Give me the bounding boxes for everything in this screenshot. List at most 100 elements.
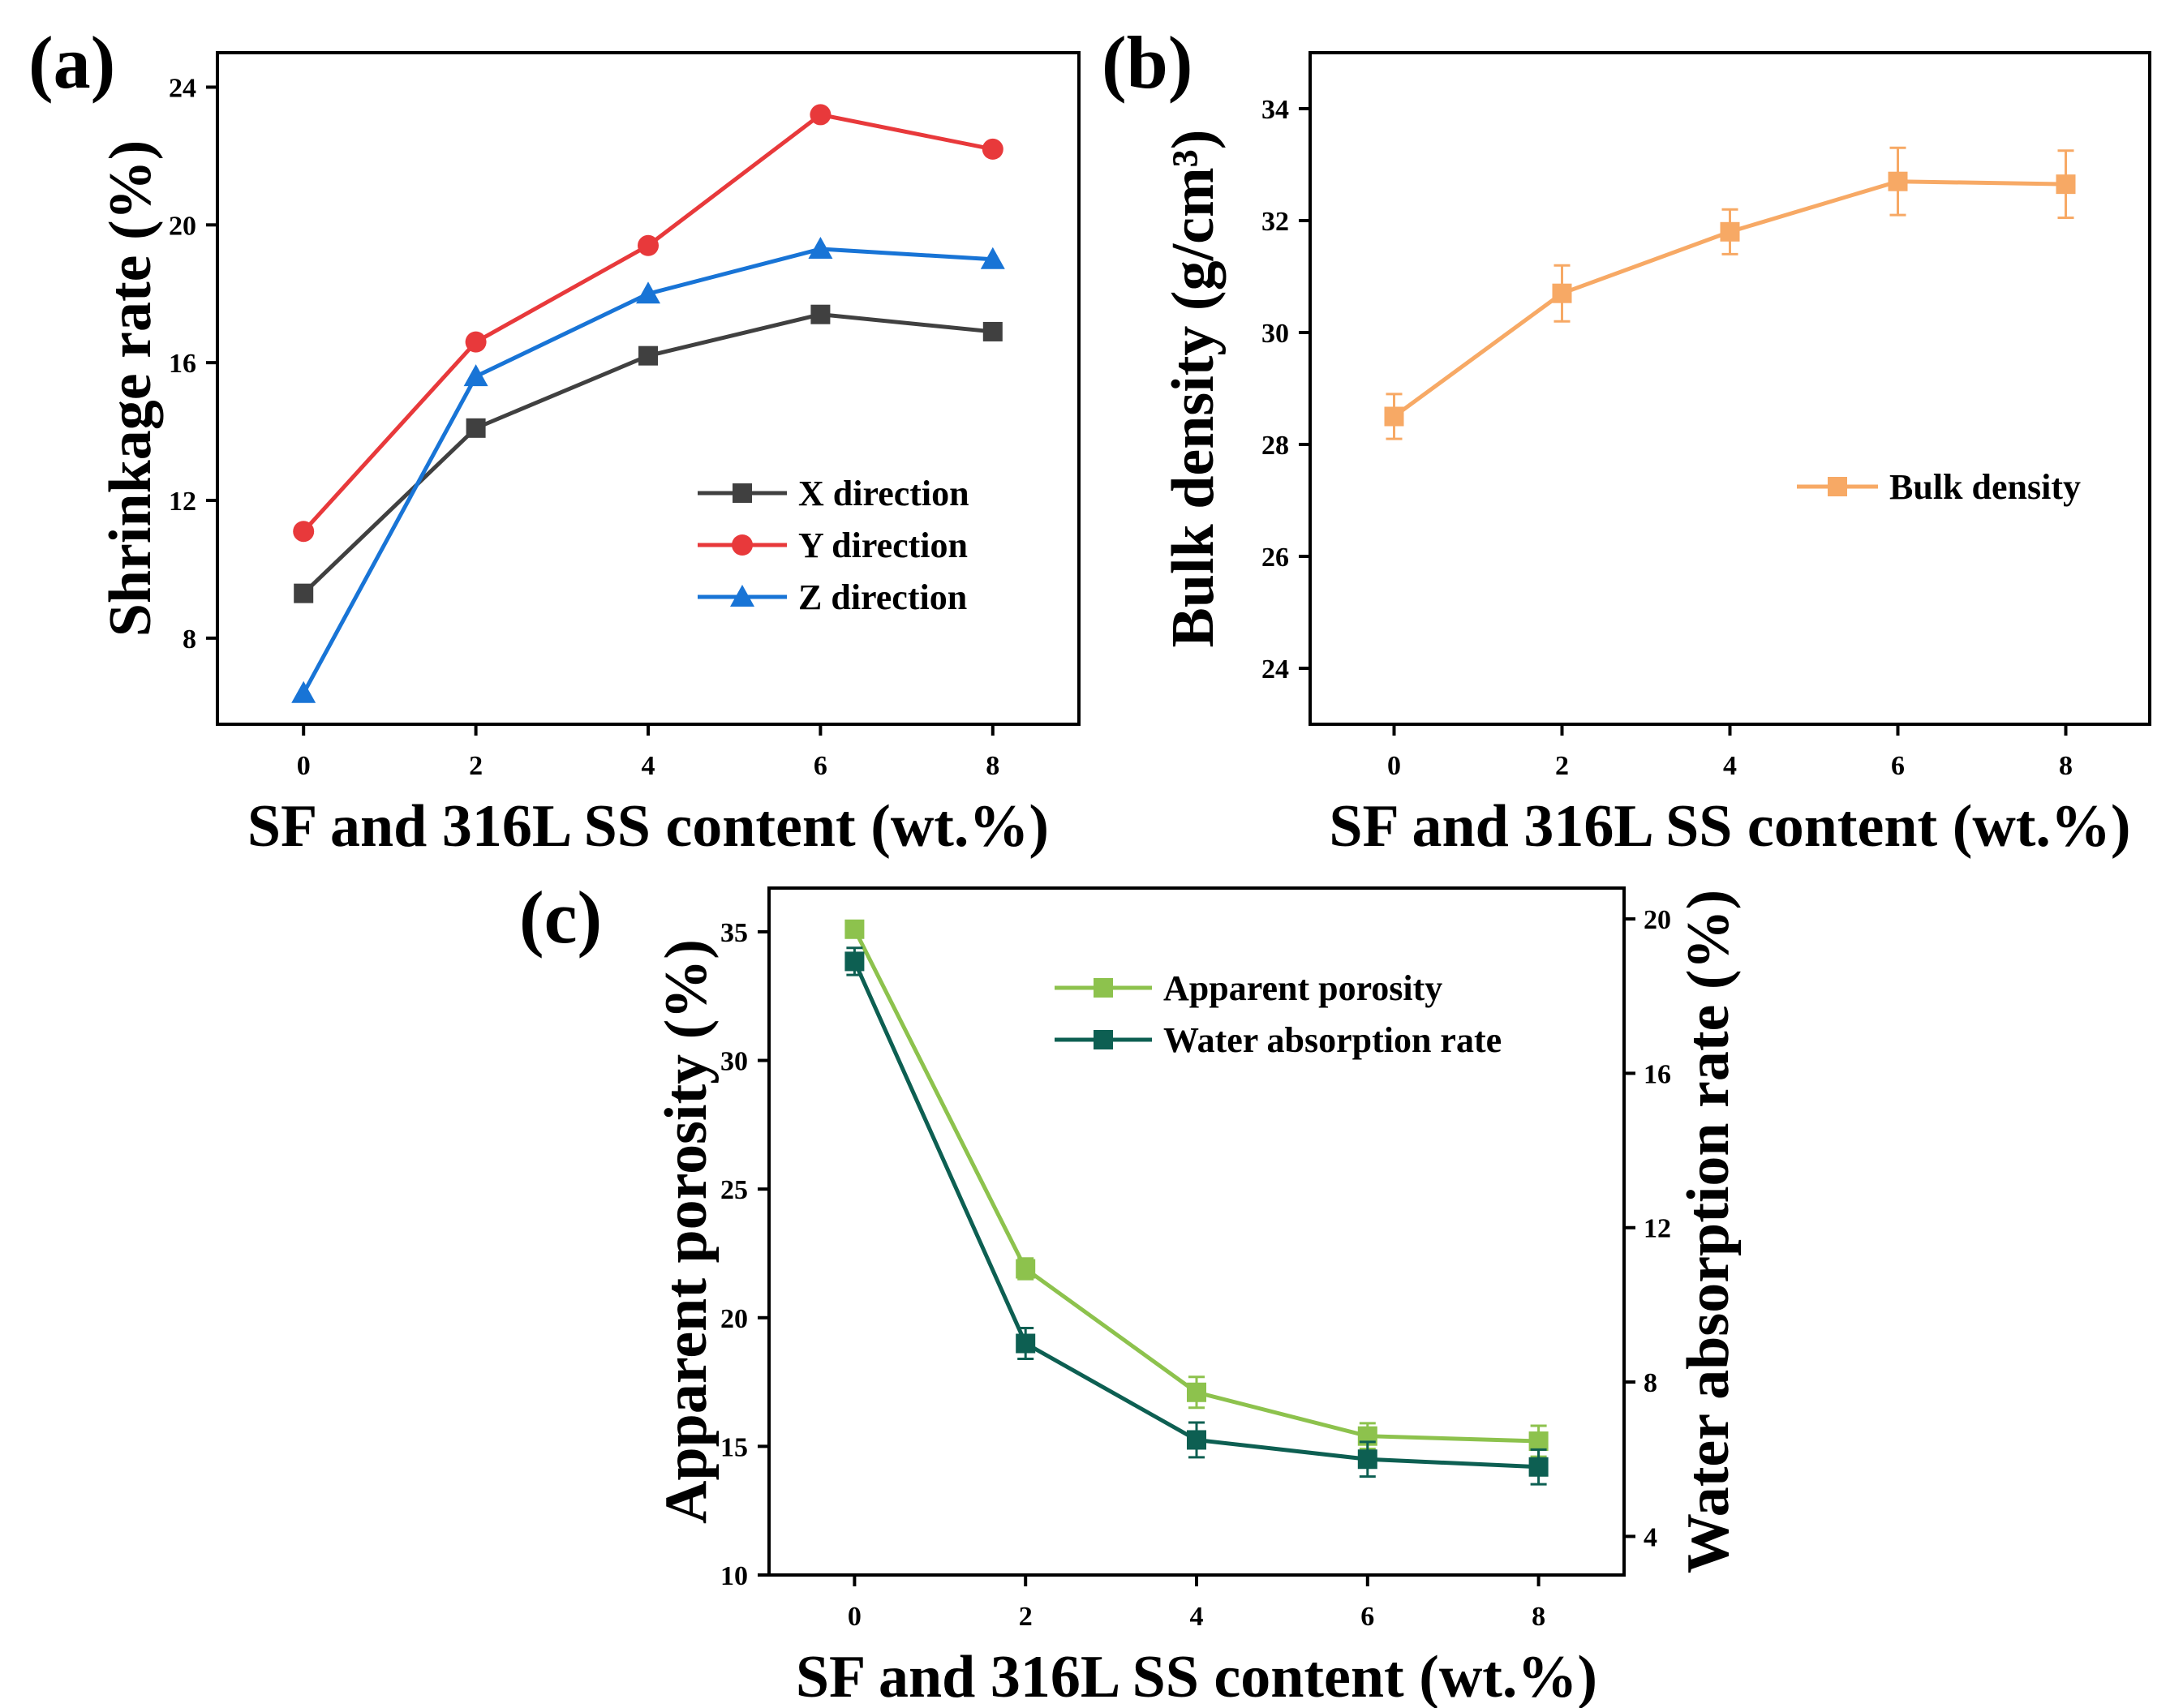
x-tick-label: 8 (986, 751, 999, 781)
legend-entry: Water absorption rate (1055, 1020, 1502, 1060)
x-tick-label: 4 (642, 751, 655, 781)
data-point (1552, 283, 1572, 303)
y-tick-label: 35 (720, 918, 748, 948)
y-tick-label: 30 (1261, 319, 1289, 349)
data-point (1016, 1333, 1036, 1354)
x-tick-label: 2 (1019, 1602, 1033, 1632)
data-point (844, 919, 865, 939)
y-axis-title: Bulk density (g/cm³) (1160, 130, 1227, 648)
legend-label: X direction (798, 474, 969, 513)
legend-marker (732, 534, 753, 556)
data-point (1187, 1382, 1206, 1402)
series-line (302, 247, 993, 694)
y-tick-label: 20 (169, 211, 196, 241)
data-point (1357, 1449, 1377, 1470)
series-water-absorption-rate (844, 946, 1549, 1486)
y-tick-label: 26 (1261, 543, 1289, 573)
y-tick-label: 30 (720, 1047, 748, 1077)
data-point (2056, 174, 2076, 195)
legend-marker (1828, 477, 1847, 496)
y2-tick-label: 12 (1644, 1214, 1671, 1244)
data-point (1720, 221, 1740, 242)
series-bulk-density (1384, 146, 2076, 440)
legend-label: Y direction (798, 526, 968, 565)
x-tick-label: 4 (1190, 1602, 1204, 1632)
data-point (291, 680, 316, 703)
data-point (636, 281, 660, 304)
y-tick-label: 34 (1261, 95, 1289, 125)
legend-entry: Y direction (698, 526, 968, 565)
data-point (982, 138, 1003, 160)
x-tick-label: 0 (848, 1602, 862, 1632)
data-point (465, 331, 487, 353)
y-tick-label: 15 (720, 1432, 748, 1462)
x-axis-title: SF and 316L SS content (wt.%) (247, 793, 1049, 860)
data-point (810, 304, 831, 324)
panel-label: (c) (519, 876, 602, 959)
y-tick-label: 28 (1261, 431, 1289, 461)
y-tick-label: 12 (169, 487, 196, 517)
panel-label: (a) (28, 21, 115, 104)
y2-tick-label: 16 (1644, 1059, 1671, 1089)
x-tick-label: 4 (1723, 751, 1737, 781)
data-point (1187, 1430, 1206, 1450)
data-point (844, 951, 865, 972)
y-tick-label: 10 (720, 1561, 748, 1591)
y2-tick-label: 8 (1644, 1368, 1657, 1398)
y-tick-label: 32 (1261, 207, 1289, 237)
y-tick-label: 24 (1261, 654, 1289, 684)
plot-frame (1309, 51, 2151, 726)
series-y-direction (293, 104, 1003, 543)
panel-label: (b) (1102, 21, 1192, 104)
y2-axis-title: Water absorption rate (%) (1675, 890, 1742, 1573)
x-tick-label: 6 (814, 751, 827, 781)
y-tick-label: 8 (183, 624, 196, 654)
y2-tick-label: 4 (1644, 1522, 1657, 1552)
series-z-direction (291, 237, 1005, 703)
legend-entry: Apparent porosity (1055, 968, 1442, 1008)
x-tick-label: 6 (1891, 751, 1905, 781)
legend-entry: X direction (698, 474, 969, 513)
x-tick-label: 6 (1360, 1602, 1374, 1632)
data-point (1384, 406, 1404, 427)
legend-entry: Bulk density (1797, 467, 2081, 507)
x-tick-label: 0 (297, 751, 311, 781)
x-tick-label: 8 (1532, 1602, 1545, 1632)
y2-tick-label: 20 (1644, 905, 1671, 935)
data-point (294, 583, 314, 603)
legend-label: Bulk density (1889, 467, 2081, 507)
data-point (808, 237, 833, 260)
data-point (1016, 1259, 1036, 1279)
data-point (638, 234, 659, 256)
legend-label: Water absorption rate (1163, 1020, 1502, 1060)
data-point (1528, 1457, 1549, 1477)
chart-panel-c: 0 2 4 6 8 10 15 20 25 30 35 4 8 12 16 20 SF and 316L SS … (519, 876, 1742, 1708)
data-point (466, 418, 486, 438)
legend-marker (1094, 1030, 1113, 1049)
data-point (980, 247, 1005, 269)
legend-entry: Z direction (698, 577, 967, 617)
x-tick-label: 8 (2059, 751, 2073, 781)
y-tick-label: 25 (720, 1175, 748, 1205)
y-tick-label: 16 (169, 349, 196, 379)
data-point (463, 364, 488, 387)
x-tick-label: 2 (469, 751, 483, 781)
y-axis-title: Shrinkage rate (%) (97, 140, 164, 637)
data-point (293, 521, 315, 543)
data-point (1528, 1431, 1549, 1452)
legend-marker (730, 585, 754, 607)
plot-frame (216, 51, 1081, 726)
data-point (982, 321, 1003, 341)
legend-label: Apparent porosity (1163, 968, 1442, 1008)
x-axis-title: SF and 316L SS content (wt.%) (1329, 793, 2130, 860)
legend-marker (733, 483, 752, 503)
y-axis-title: Apparent porosity (%) (653, 939, 720, 1524)
x-axis-title: SF and 316L SS content (wt.%) (796, 1644, 1597, 1708)
legend-marker (1094, 978, 1113, 998)
x-tick-label: 2 (1555, 751, 1569, 781)
y-tick-label: 24 (169, 73, 196, 103)
data-point (1888, 171, 1908, 191)
